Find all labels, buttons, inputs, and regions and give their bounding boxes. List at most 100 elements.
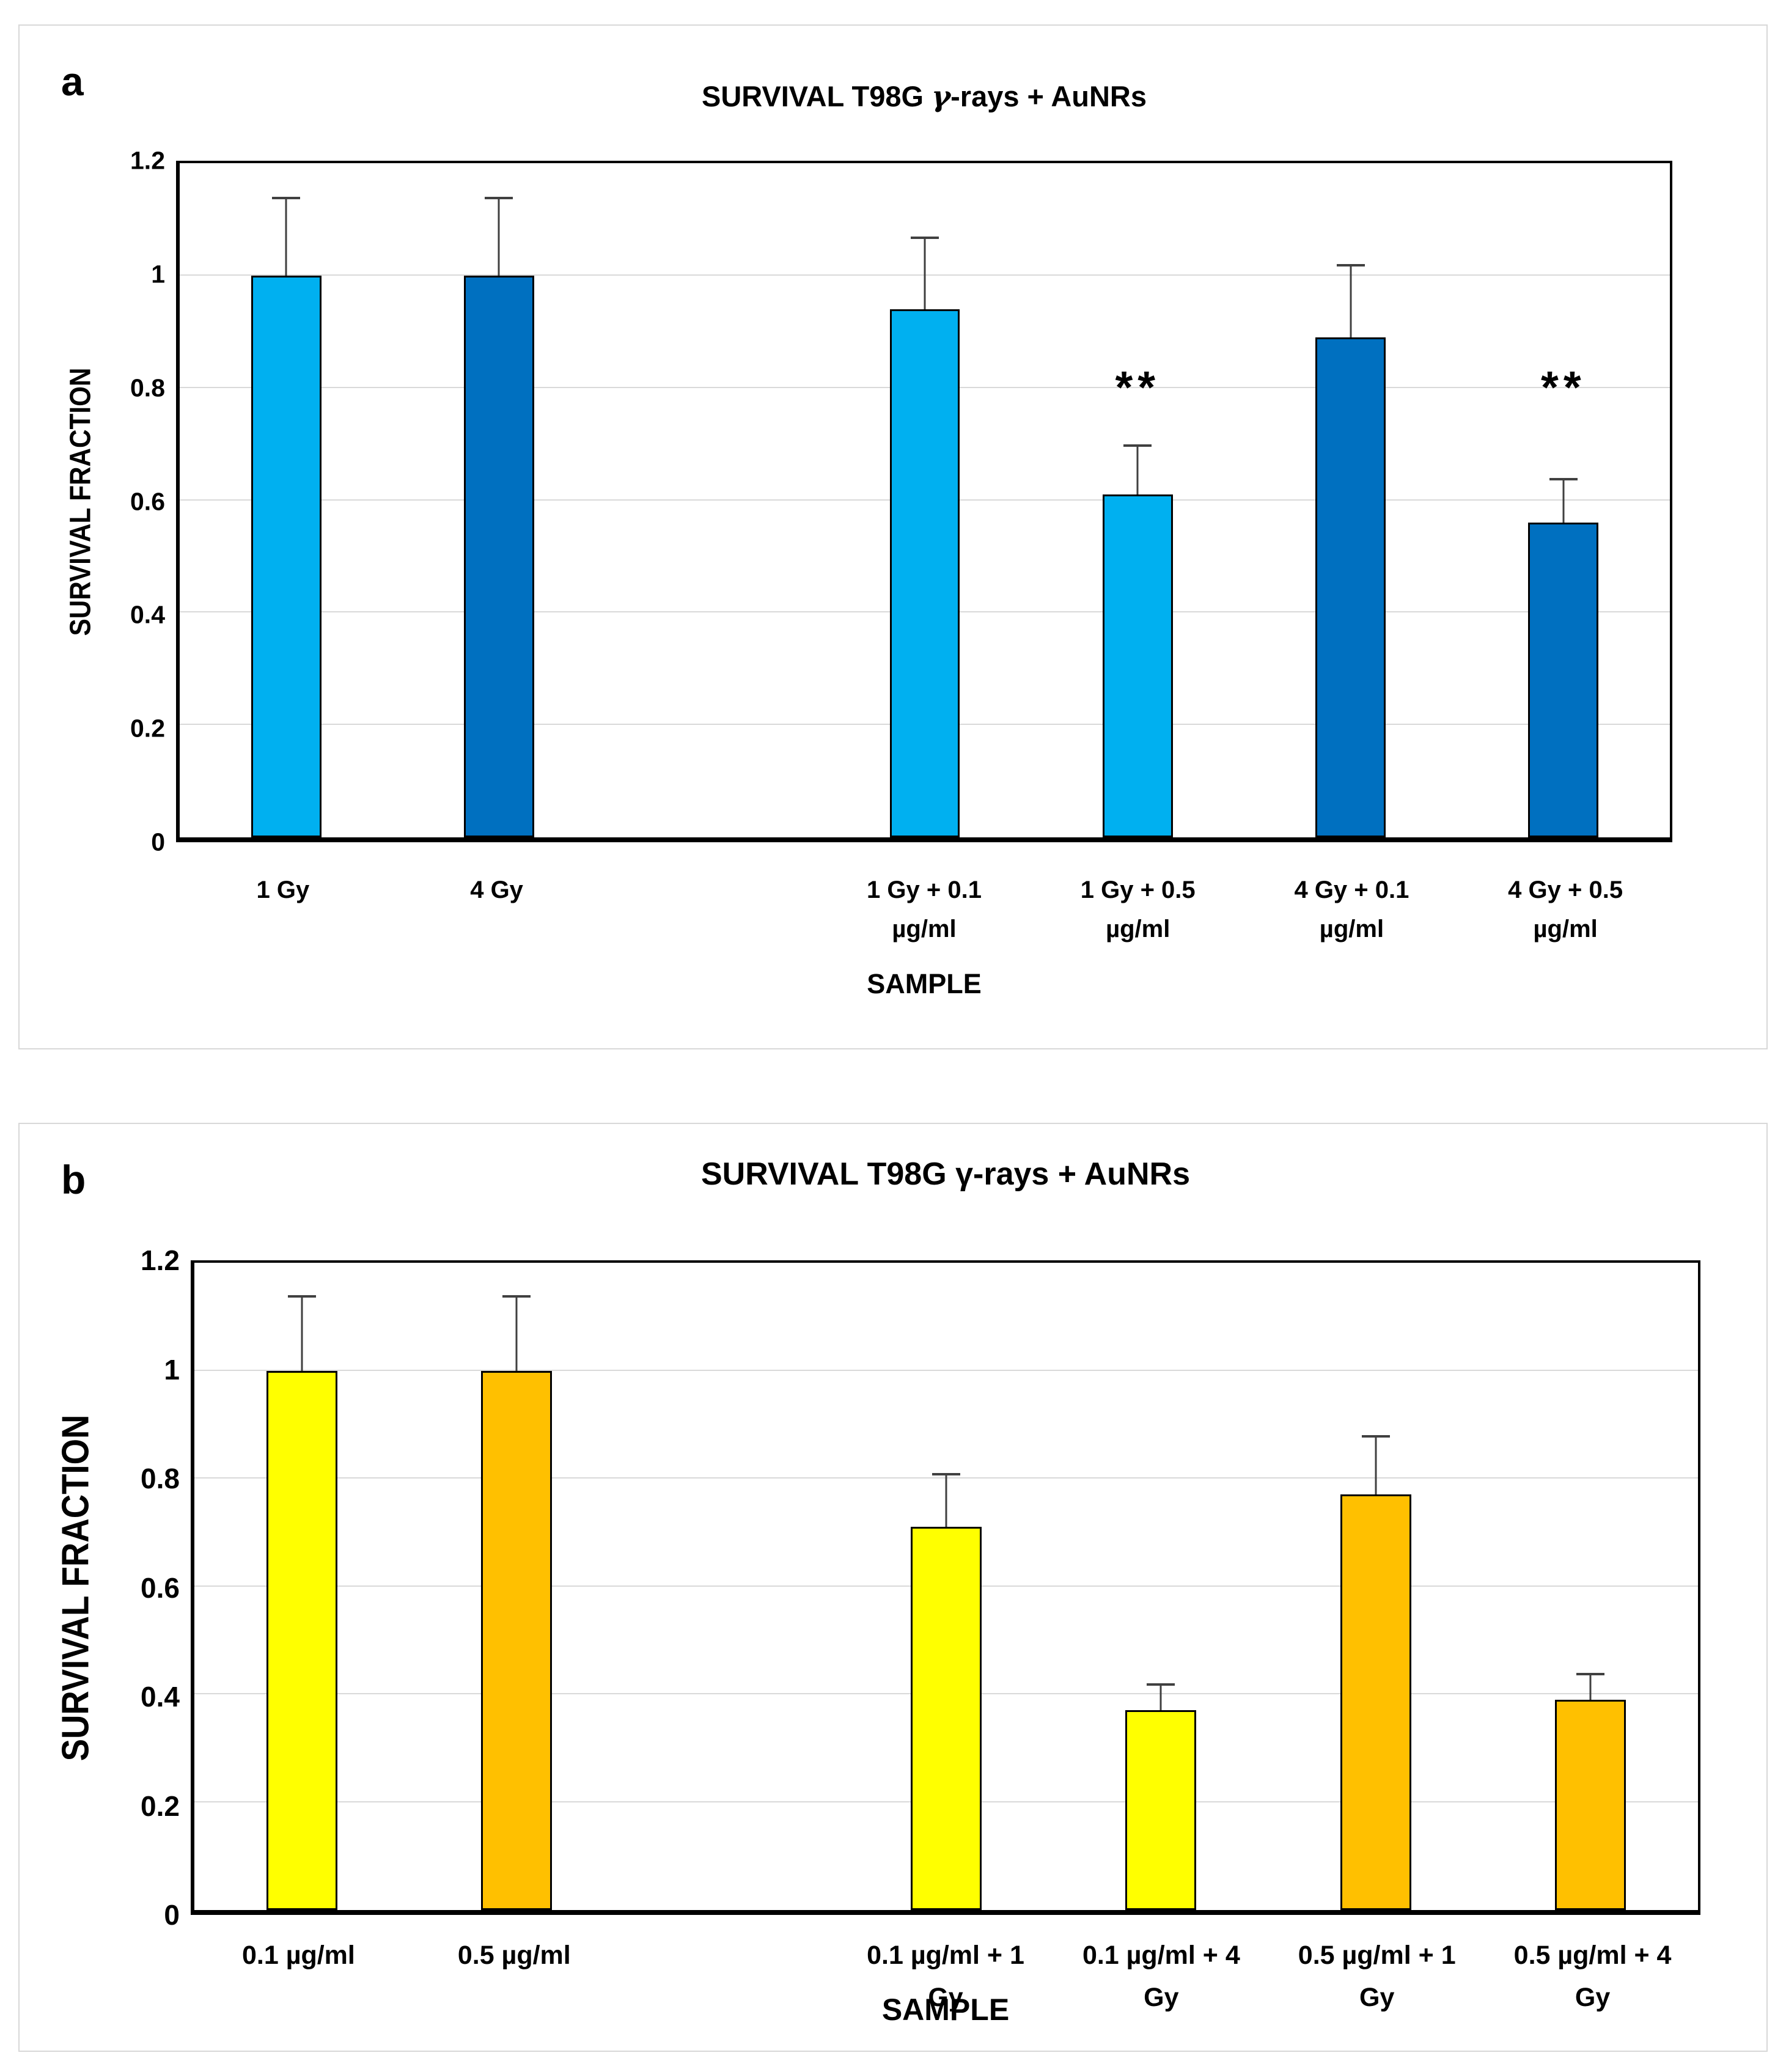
x-tick-label-line: 4 Gy + 0.5 [1508,876,1623,903]
panel-b-chart-title: SURVIVAL T98G γ-rays + AuNRs [191,1156,1700,1192]
y-tick-label: 0 [151,828,165,856]
x-tick-label-line: 0.5 µg/ml + 1 [1298,1941,1456,1970]
error-bar-cap [1576,1672,1605,1675]
x-tick-label-line: 1 Gy + 0.1 [867,876,982,903]
x-axis-title: SAMPLE [881,1993,1010,2027]
x-tick-label: 0.5 µg/ml + 1 Gy [1263,1934,1491,2019]
title-text: -rays + AuNRs [950,80,1147,112]
panel-a-chart-title: SURVIVAL T98G γ-rays + AuNRs [176,79,1672,114]
bar [1528,523,1599,837]
x-tick-label-line: 0.1 µg/ml + 1 [867,1941,1024,1970]
x-tick-label-line: Gy [1144,1982,1179,2012]
error-bar [287,1295,316,1371]
error-bar-stem [498,197,500,276]
x-tick-label-line: µg/ml [892,916,957,942]
bar [1555,1699,1626,1910]
x-tick-label-line: 0.5 µg/ml + 4 [1513,1941,1672,1970]
y-tick-label: 0 [164,1899,180,1931]
x-tick-label-line: µg/ml [1533,916,1598,942]
x-tick-label: 4 Gy [383,870,611,909]
error-bar [932,1473,960,1527]
x-tick-label-line: 4 Gy [470,876,523,903]
error-bar-stem [285,197,287,276]
gridline [194,1369,1698,1371]
significance-stars: ** [1115,362,1161,413]
error-bar [1336,264,1365,337]
x-tick-label: 4 Gy + 0.1 µg/ml [1238,870,1465,949]
y-tick-label: 0.4 [141,1681,180,1713]
y-tick-label: 0.2 [130,714,165,743]
error-bar [911,236,939,309]
error-bar-cap [287,1295,316,1298]
y-tick-label: 0.6 [130,487,165,515]
panel-a: a SURVIVAL T98G γ-rays + AuNRs SURVIVAL … [18,24,1768,1049]
panel-b-corner-label: b [61,1157,86,1202]
x-axis-tick-labels: 0.1 µg/ml 0.5 µg/ml 0.1 µg/ml + 1 Gy 0.1 µg/… [191,1934,1700,2044]
error-bar [272,197,301,276]
y-tick-label: 1 [164,1353,180,1386]
x-tick-label: 4 Gy + 0.5 µg/ml [1452,870,1679,949]
bar [1102,494,1173,837]
significance-stars: ** [1541,362,1586,413]
x-tick-label: 0.5 µg/ml [400,1934,628,1977]
error-bar-cap [1147,1683,1175,1686]
error-bar-stem [1136,444,1139,495]
title-text: SURVIVAL T98G [700,1156,956,1192]
bar [1340,1494,1411,1910]
panel-a-corner-label: a [61,59,84,104]
y-tick-label: 1.2 [130,146,165,175]
error-bar-stem [515,1295,518,1371]
x-tick-label-line: 1 Gy [256,876,310,903]
y-axis-tick-labels: 0 0.2 0.4 0.6 0.8 1 1.2 [20,147,165,856]
y-tick-label: 1 [151,260,165,288]
x-tick-label-line: 1 Gy + 0.5 [1080,876,1196,903]
error-bar-cap [272,197,301,200]
error-bar [485,197,513,276]
x-tick-label: 1 Gy + 0.5 µg/ml [1024,870,1252,949]
y-tick-label: 0.2 [141,1790,180,1822]
error-bar-stem [945,1473,947,1527]
plot-area: ** ** [176,161,1672,842]
x-tick-label: 1 Gy + 0.1 µg/ml [810,870,1038,949]
error-bar-cap [911,236,939,239]
error-bar-cap [485,197,513,200]
bar [266,1370,337,1910]
bar [911,1527,982,1910]
error-bar-stem [1375,1435,1377,1495]
x-tick-label-line: Gy [928,1982,963,2012]
panel-b: b SURVIVAL T98G γ-rays + AuNRs SURVIVAL … [18,1123,1768,2052]
title-text: -rays + AuNRs [973,1156,1191,1192]
error-bar [1576,1672,1605,1700]
error-bar [1549,477,1578,523]
x-tick-label-line: 4 Gy + 0.1 [1294,876,1409,903]
error-bar-stem [1562,477,1565,523]
error-bar-cap [1549,477,1578,480]
error-bar-stem [1589,1672,1592,1700]
bar [1315,337,1386,837]
bar [481,1370,553,1910]
error-bar-cap [1361,1435,1390,1438]
error-bar-cap [502,1295,531,1298]
x-tick-label: 0.5 µg/ml + 4 Gy [1479,1934,1707,2019]
x-axis-title: SAMPLE [867,968,982,999]
gamma-symbol: γ [955,1156,974,1192]
error-bar-cap [932,1473,960,1476]
error-bar [1123,444,1152,495]
error-bar-stem [301,1295,303,1371]
x-tick-label: 1 Gy [169,870,397,909]
x-tick-label: 0.1 µg/ml + 1 Gy [832,1934,1059,2019]
y-tick-label: 0.8 [141,1463,180,1494]
error-bar-stem [924,236,926,309]
error-bar-stem [1159,1683,1162,1711]
y-tick-label: 0.6 [141,1571,180,1604]
bar [251,275,322,837]
bar [463,275,534,837]
bar [889,309,960,837]
y-tick-label: 0.8 [130,373,165,402]
error-bar-cap [1123,444,1152,447]
y-tick-label: 0.4 [130,600,165,629]
x-tick-label-line: 0.5 µg/ml [457,1941,571,1970]
title-text: SURVIVAL T98G [701,80,932,112]
plot-area [191,1260,1700,1915]
bar [1125,1710,1197,1910]
